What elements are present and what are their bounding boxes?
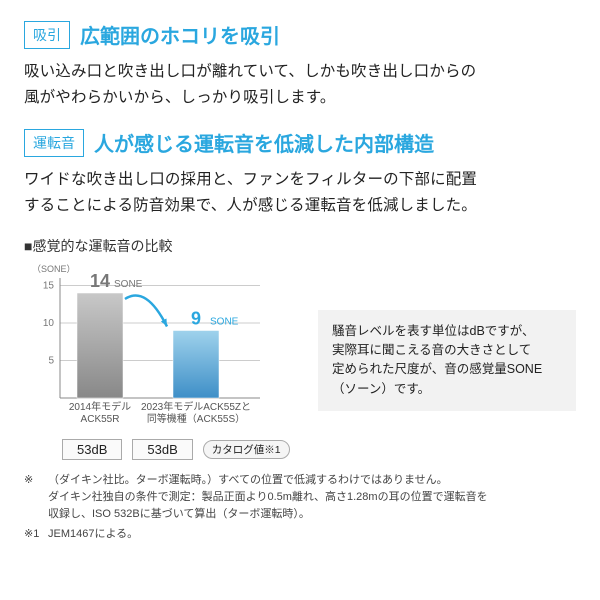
svg-text:9: 9 [191,309,201,329]
svg-text:15: 15 [43,281,55,292]
tag-suction: 吸引 [24,21,70,49]
heading-noise: 人が感じる運転音を低減した内部構造 [94,128,434,157]
chart-title: ■感覚的な運転音の比較 [24,236,576,256]
body-noise: ワイドな吹き出し口の採用と、ファンをフィルターの下部に配置 することによる防音効… [24,167,576,218]
svg-text:2023年モデルACK55Zと: 2023年モデルACK55Zと [141,400,251,413]
svg-text:ACK55R: ACK55R [81,414,120,425]
text: ダイキン社独自の条件で測定：製品正面より0.5m離れ、高さ1.28mの耳の位置で… [48,491,488,503]
catalog-pill: カタログ値※1 [203,440,290,459]
heading-suction: 広範囲のホコリを吸引 [80,20,280,49]
fn-mark: ※ [24,472,48,523]
svg-text:2014年モデル: 2014年モデル [69,400,131,413]
svg-text:（SONE）: （SONE） [32,264,76,274]
db-box-left: 53dB [62,439,122,460]
text: 定められた尺度が、音の感覚量SONE [332,362,542,376]
text: （ダイキン社比。ターボ運転時。）すべての位置で低減するわけではありません。 [48,474,448,486]
fn-mark: ※1 [24,526,48,543]
infobox: 騒音レベルを表す単位はdBですが、 実際耳に聞こえる音の大きさとして 定められた… [318,310,576,412]
text: 収録し、ISO 532Bに基づいて算出（ターボ運転時）。 [48,508,310,520]
text: 騒音レベルを表す単位はdBですが、 [332,324,535,338]
footnotes: ※ （ダイキン社比。ターボ運転時。）すべての位置で低減するわけではありません。 … [24,472,576,543]
fn-text: （ダイキン社比。ターボ運転時。）すべての位置で低減するわけではありません。 ダイ… [48,472,488,523]
svg-text:14: 14 [90,271,110,291]
bar-chart: （SONE） 5 10 15 14 SONE 2014年モデルACK55R 9 SONE 2023… [24,260,304,460]
text: することによる防音効果で、人が感じる運転音を低減しました。 [24,197,477,214]
text: （ソーン）です。 [332,382,430,396]
svg-text:10: 10 [43,318,55,329]
fn-text: JEM1467による。 [48,526,138,543]
text: 風がやわらかいから、しっかり吸引します。 [24,89,336,106]
svg-text:5: 5 [48,356,54,367]
tag-noise: 運転音 [24,129,84,157]
text: 実際耳に聞こえる音の大きさとして [332,343,531,357]
body-suction: 吸い込み口と吹き出し口が離れていて、しかも吹き出し口からの 風がやわらかいから、… [24,59,576,110]
text: 吸い込み口と吹き出し口が離れていて、しかも吹き出し口からの [24,63,476,80]
db-box-right: 53dB [132,439,192,460]
text: ワイドな吹き出し口の採用と、ファンをフィルターの下部に配置 [24,171,477,188]
svg-text:同等機種（ACK55S）: 同等機種（ACK55S） [147,412,245,425]
svg-text:SONE: SONE [210,317,239,328]
svg-text:SONE: SONE [114,279,143,290]
